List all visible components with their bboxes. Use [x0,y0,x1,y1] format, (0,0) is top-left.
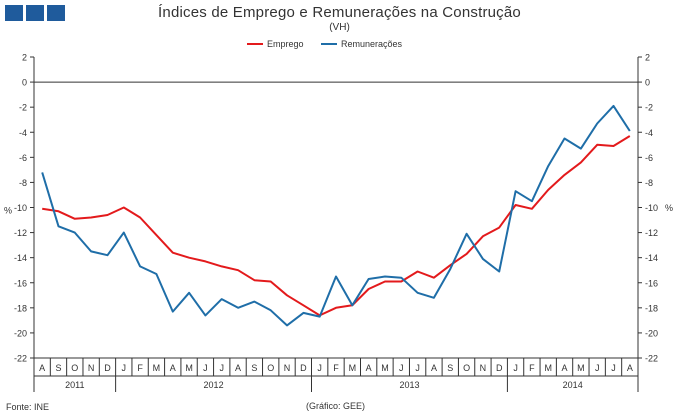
chart-credit: (Gráfico: GEE) [306,401,366,411]
x-tick-label: S [251,363,257,373]
chart-title: Índices de Emprego e Remunerações na Con… [158,4,521,21]
y-tick-label-right: 0 [645,78,650,88]
x-tick-label: F [137,363,143,373]
y-tick-label-right: 2 [645,53,650,63]
y-tick-label-left: 0 [22,78,27,88]
x-tick-label: A [366,363,372,373]
y-tick-label-right: -4 [645,128,653,138]
y-tick-label-right: -8 [645,178,653,188]
y-tick-label-left: -12 [14,228,27,238]
y-tick-label-right: -22 [645,354,658,364]
y-tick-label-right: -16 [645,278,658,288]
x-tick-label: M [577,363,585,373]
x-tick-label: J [203,363,208,373]
logo-square [47,5,65,21]
x-tick-label: M [381,363,389,373]
x-tick-label: N [480,363,487,373]
x-tick-label: A [39,363,45,373]
y-tick-label-left: -8 [19,178,27,188]
x-tick-label: F [529,363,535,373]
x-tick-label: D [300,363,307,373]
x-tick-label: D [104,363,111,373]
y-tick-label-left: -6 [19,153,27,163]
x-tick-label: O [463,363,470,373]
x-tick-label: M [349,363,357,373]
x-tick-label: N [284,363,291,373]
logo-square [26,5,44,21]
y-tick-label-left: -10 [14,203,27,213]
x-tick-label: J [219,363,224,373]
y-axis-label-left: % [4,206,12,216]
x-tick-label: J [415,363,420,373]
logo-squares [5,5,68,21]
x-tick-label: J [611,363,616,373]
x-tick-label: S [447,363,453,373]
x-tick-label: D [496,363,503,373]
x-tick-label: A [170,363,176,373]
y-tick-label-right: -6 [645,153,653,163]
y-axis-label-right: % [665,203,673,213]
x-tick-label: N [88,363,95,373]
x-tick-label: J [513,363,518,373]
series-line-remuneracoes [41,104,631,327]
y-tick-label-left: -16 [14,278,27,288]
x-tick-label: J [399,363,404,373]
y-tick-label-left: -22 [14,354,27,364]
y-tick-label-right: -14 [645,253,658,263]
legend-remuneracoes-label: Remunerações [341,39,403,49]
y-tick-label-left: -2 [19,103,27,113]
y-tick-label-right: -10 [645,203,658,213]
y-tick-label-left: -20 [14,328,27,338]
y-tick-label-left: 2 [22,53,27,63]
x-tick-label: J [595,363,600,373]
logo-square [5,5,23,21]
y-tick-label-left: -18 [14,303,27,313]
x-tick-label: A [627,363,633,373]
y-tick-label-right: -20 [645,328,658,338]
y-tick-label-right: -12 [645,228,658,238]
x-tick-label: F [333,363,339,373]
x-tick-label: O [71,363,78,373]
x-tick-label: A [431,363,437,373]
x-tick-label: M [544,363,552,373]
x-tick-label: M [185,363,193,373]
year-label: 2014 [563,380,583,390]
source-note: Fonte: INE [6,402,50,412]
y-tick-label-left: -4 [19,128,27,138]
y-tick-label-right: -18 [645,303,658,313]
y-tick-label-left: -14 [14,253,27,263]
year-label: 2011 [65,380,84,390]
x-tick-label: M [153,363,161,373]
year-label: 2012 [204,380,224,390]
y-tick-label-right: -2 [645,103,653,113]
x-tick-label: O [267,363,274,373]
x-tick-label: A [235,363,241,373]
x-tick-label: S [55,363,61,373]
year-label: 2013 [399,380,419,390]
x-tick-label: J [317,363,322,373]
x-tick-label: A [562,363,568,373]
legend-emprego-label: Emprego [267,39,304,49]
chart-subtitle: (VH) [329,22,350,33]
series-line-emprego [42,135,631,317]
x-tick-label: J [122,363,127,373]
